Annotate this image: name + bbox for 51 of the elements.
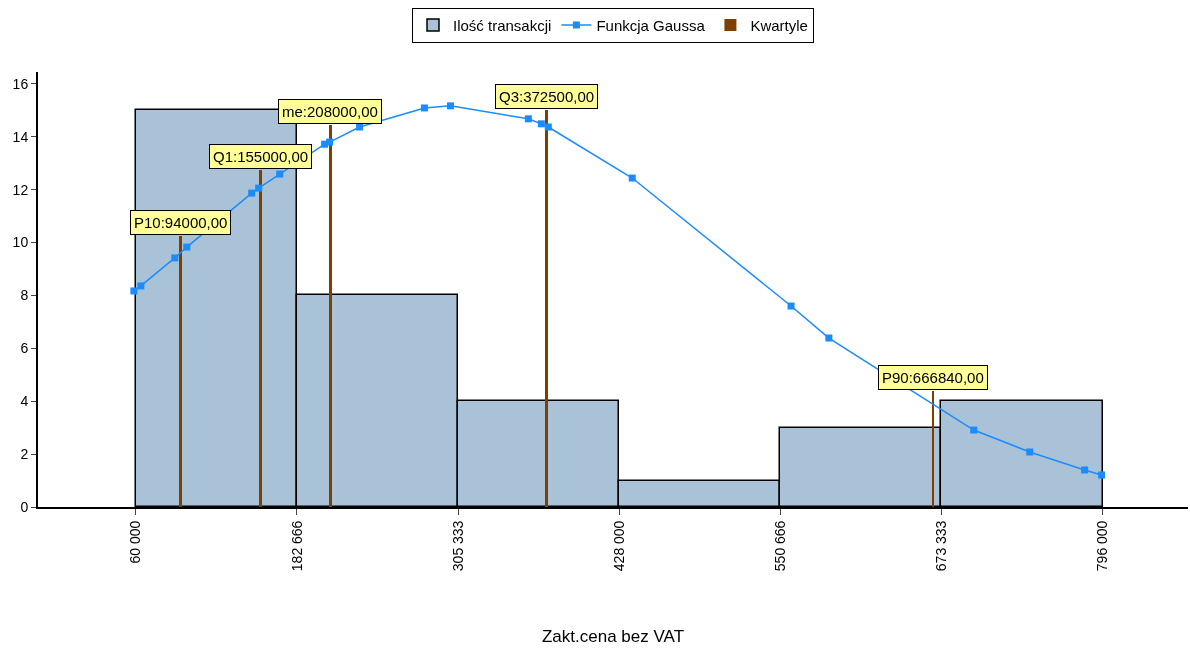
point — [137, 282, 145, 290]
y-tick-label: 8 — [20, 287, 29, 304]
point — [420, 104, 428, 112]
y-tick-label: 6 — [20, 340, 29, 357]
point — [1098, 471, 1106, 479]
x-tick-label: 550 666 — [771, 520, 788, 572]
bar — [179, 236, 182, 507]
annotation: P10:94000,00 — [134, 214, 228, 231]
bar — [932, 391, 934, 507]
point — [130, 287, 138, 295]
point — [356, 123, 364, 131]
annotation: Q3:372500,00 — [499, 88, 595, 105]
x-tick-label: 428 000 — [610, 520, 627, 572]
legend-label: Funkcja Gaussa — [596, 16, 706, 34]
point — [248, 189, 256, 197]
annotation: me:208000,00 — [282, 103, 378, 120]
point — [1081, 466, 1089, 474]
point — [787, 302, 795, 310]
bar — [259, 170, 262, 507]
y-tick-label: 2 — [20, 446, 29, 463]
y-tick-label: 4 — [20, 393, 29, 410]
x-axis-title: Zakt.cena bez VAT — [541, 627, 685, 647]
x-tick-label: 182 666 — [288, 520, 305, 572]
legend-label: Kwartyle — [750, 16, 808, 34]
bar — [545, 110, 548, 507]
x-tick-label: 305 333 — [449, 520, 466, 572]
y-tick-label: 14 — [12, 128, 29, 145]
point — [276, 170, 284, 178]
point — [524, 115, 532, 123]
point — [326, 138, 334, 146]
x-tick-label: 796 000 — [1094, 520, 1111, 572]
point — [537, 120, 545, 128]
point — [1026, 448, 1034, 456]
y-tick-label: 10 — [12, 234, 29, 251]
annotation: P90:666840,00 — [882, 369, 984, 386]
x-tick-label: 673 333 — [933, 520, 950, 572]
point — [183, 243, 191, 251]
point — [628, 174, 636, 182]
point — [255, 184, 263, 192]
point — [446, 102, 454, 110]
y-tick-label: 16 — [12, 75, 29, 92]
y-tick-label: 0 — [20, 498, 29, 515]
legend-label: Ilość transakcji — [453, 16, 552, 34]
point — [825, 334, 833, 342]
point — [171, 254, 179, 262]
bar — [329, 125, 332, 507]
point — [970, 426, 978, 434]
point — [544, 123, 552, 131]
annotation: Q1:155000,00 — [213, 148, 309, 165]
y-tick-label: 12 — [12, 181, 29, 198]
x-tick-label: 60 000 — [127, 520, 144, 564]
